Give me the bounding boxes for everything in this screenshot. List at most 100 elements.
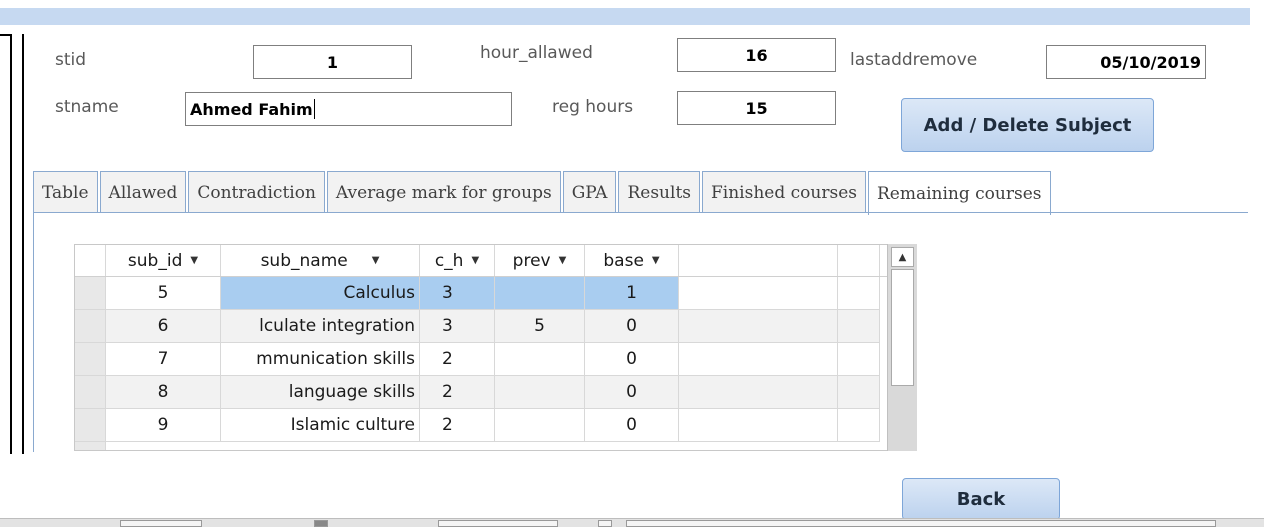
row-selector[interactable] [75,442,106,450]
hour-allawed-value: 16 [745,45,768,65]
tab-table[interactable]: Table [33,171,98,213]
row-selector[interactable] [75,343,106,376]
row-selector[interactable] [75,376,106,409]
cell-c-h[interactable]: 2 [420,376,495,409]
row-selector[interactable] [75,277,106,310]
cell-sub-name[interactable]: Islamic culture [221,409,420,442]
table-row[interactable]: 7 mmunication skills 2 0 [75,343,916,376]
tab-gpa[interactable]: GPA [562,171,617,213]
cell-c-h[interactable]: 3 [420,310,495,343]
lastaddremove-label: lastaddremove [850,50,978,70]
cell-empty [838,310,880,343]
tab-panel-left-border [33,212,34,452]
stname-value: Ahmed Fahim [190,99,313,119]
cell-empty [838,409,880,442]
tab-allawed[interactable]: Allawed [99,171,187,213]
cell-base[interactable]: 0 [585,409,679,442]
record-nav-icon[interactable] [314,520,328,527]
column-header-empty [838,245,880,276]
hour-allawed-field[interactable]: 16 [677,38,836,72]
cell-empty [838,343,880,376]
cell-prev[interactable] [495,343,585,376]
table-row[interactable]: 6 lculate integration 3 5 0 [75,310,916,343]
table-row[interactable] [75,442,916,450]
column-header-c-h[interactable]: c_h ▼ [420,245,495,276]
dropdown-caret-icon[interactable]: ▼ [190,255,199,266]
cell-prev[interactable] [495,376,585,409]
cell-base[interactable]: 0 [585,343,679,376]
column-header-base[interactable]: base ▼ [585,245,679,276]
grid-vertical-scrollbar[interactable]: ▲ [887,244,917,451]
add-delete-subject-button[interactable]: Add / Delete Subject [901,98,1154,152]
cell-empty [679,277,838,310]
column-header-label: base [603,250,644,271]
cell-c-h[interactable]: 2 [420,409,495,442]
column-header-label: prev [512,250,551,271]
cell-sub-name[interactable]: mmunication skills [221,343,420,376]
column-header-sub-name[interactable]: sub_name ▼ [221,245,420,276]
hour-allawed-label: hour_allawed [480,43,593,63]
column-header-sub-id[interactable]: sub_id ▼ [106,245,221,276]
tab-contradiction[interactable]: Contradiction [188,171,325,213]
stname-label: stname [55,97,119,117]
cell-prev[interactable] [495,277,585,310]
cell-empty [679,376,838,409]
table-row[interactable]: 8 language skills 2 0 [75,376,916,409]
cell-sub-name[interactable]: lculate integration [221,310,420,343]
stid-label: stid [55,50,87,70]
lastaddremove-field[interactable]: 05/10/2019 [1046,45,1206,79]
form-border-left [0,34,12,454]
stid-value: 1 [326,52,339,72]
column-header-label: sub_id [127,250,183,271]
dropdown-caret-icon[interactable]: ▼ [558,255,567,266]
row-selector[interactable] [75,310,106,343]
stname-field[interactable]: Ahmed Fahim [185,92,512,126]
reg-hours-field[interactable]: 15 [677,91,836,125]
cell-prev[interactable] [495,409,585,442]
dropdown-caret-icon[interactable]: ▼ [651,255,660,266]
tab-finished-courses[interactable]: Finished courses [702,171,866,213]
cell-sub-id[interactable]: 7 [106,343,221,376]
cell-prev[interactable]: 5 [495,310,585,343]
select-all-corner[interactable] [75,245,106,276]
tab-strip: Table Allawed Contradiction Average mark… [33,171,1053,215]
dropdown-caret-icon[interactable]: ▼ [371,255,380,266]
form-border-line [22,34,24,454]
column-header-label: sub_name [260,250,348,271]
cell-c-h[interactable]: 3 [420,277,495,310]
reg-hours-label: reg hours [552,97,634,117]
cell-sub-name[interactable]: language skills [221,376,420,409]
column-header-prev[interactable]: prev ▼ [495,245,585,276]
back-button[interactable]: Back [902,478,1060,520]
cell-sub-id[interactable]: 9 [106,409,221,442]
table-row[interactable]: 9 Islamic culture 2 0 [75,409,916,442]
cell-base[interactable]: 0 [585,310,679,343]
cell-empty [838,376,880,409]
row-selector[interactable] [75,409,106,442]
tab-remaining-courses[interactable]: Remaining courses [867,171,1051,215]
record-search-box[interactable] [438,520,558,527]
cell-base[interactable]: 1 [585,277,679,310]
scroll-left-icon[interactable] [598,520,612,527]
remaining-courses-grid[interactable]: sub_id ▼ sub_name ▼ c_h ▼ prev ▼ base ▼ 5 Cal… [74,244,917,451]
tab-results[interactable]: Results [618,171,700,213]
stid-field[interactable]: 1 [253,45,412,79]
tab-average-mark-for-groups[interactable]: Average mark for groups [326,171,561,213]
record-nav-box[interactable] [120,520,202,527]
cell-empty [679,310,838,343]
horizontal-scrollbar[interactable] [626,520,1216,527]
cell-base[interactable]: 0 [585,376,679,409]
cell-c-h[interactable]: 2 [420,343,495,376]
tab-panel-top-border [33,212,1248,213]
dropdown-caret-icon[interactable]: ▼ [471,255,480,266]
scrollbar-thumb[interactable] [891,269,914,386]
column-header-empty [679,245,838,276]
lastaddremove-value: 05/10/2019 [1100,52,1201,72]
scroll-up-arrow-icon[interactable]: ▲ [891,247,914,267]
grid-header: sub_id ▼ sub_name ▼ c_h ▼ prev ▼ base ▼ [75,245,916,277]
cell-sub-id[interactable]: 8 [106,376,221,409]
table-row[interactable]: 5 Calculus 3 1 [75,277,916,310]
cell-sub-name[interactable]: Calculus [221,277,420,310]
cell-sub-id[interactable]: 6 [106,310,221,343]
cell-sub-id[interactable]: 5 [106,277,221,310]
